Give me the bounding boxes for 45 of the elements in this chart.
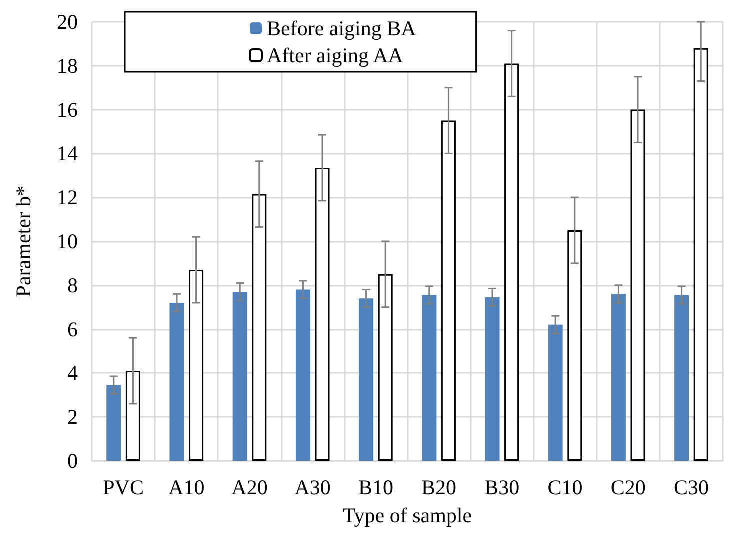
bar (252, 194, 267, 461)
x-tick-label: PVC (103, 476, 144, 500)
bar (611, 294, 626, 461)
y-tick-label: 20 (57, 10, 78, 34)
x-axis-title: Type of sample (342, 504, 472, 528)
x-tick-label: A10 (168, 476, 205, 500)
y-axis-title: Parameter b* (12, 186, 36, 298)
y-tick-label: 14 (57, 142, 78, 166)
x-tick-label: B20 (422, 476, 457, 500)
bar (106, 385, 122, 461)
bar (504, 64, 520, 461)
x-tick-label: B10 (358, 476, 394, 500)
bar (694, 48, 708, 461)
legend-label: After aiging AA (267, 44, 404, 68)
y-tick-label: 4 (68, 361, 78, 386)
bar (485, 297, 500, 461)
x-tick-label: C20 (610, 476, 646, 500)
y-tick-label: 18 (57, 54, 78, 78)
y-tick-label: 16 (57, 98, 78, 122)
bar (315, 168, 330, 461)
bar (441, 120, 456, 461)
bar (548, 324, 563, 461)
bar (189, 270, 204, 461)
bar (170, 302, 184, 461)
y-tick-label: 2 (68, 405, 78, 430)
bar (674, 295, 690, 461)
y-tick-label: 6 (68, 317, 78, 342)
x-tick-label: C10 (548, 476, 583, 500)
bar (359, 298, 374, 461)
x-tick-label: A30 (294, 476, 331, 500)
legend-label: Before aiging BA (267, 16, 418, 40)
bar (378, 274, 393, 461)
y-tick-label: 0 (68, 449, 78, 473)
x-tick-label: B30 (484, 476, 520, 500)
y-tick-label: 12 (57, 186, 78, 210)
bar (126, 371, 140, 461)
bar (422, 295, 437, 461)
bar (296, 290, 310, 461)
bar (568, 230, 582, 461)
x-tick-label: A20 (232, 476, 268, 500)
x-tick-label: C30 (674, 476, 709, 500)
bar (232, 292, 248, 461)
bar (630, 110, 646, 461)
y-tick-label: 8 (68, 273, 78, 298)
y-tick-label: 10 (57, 230, 78, 254)
